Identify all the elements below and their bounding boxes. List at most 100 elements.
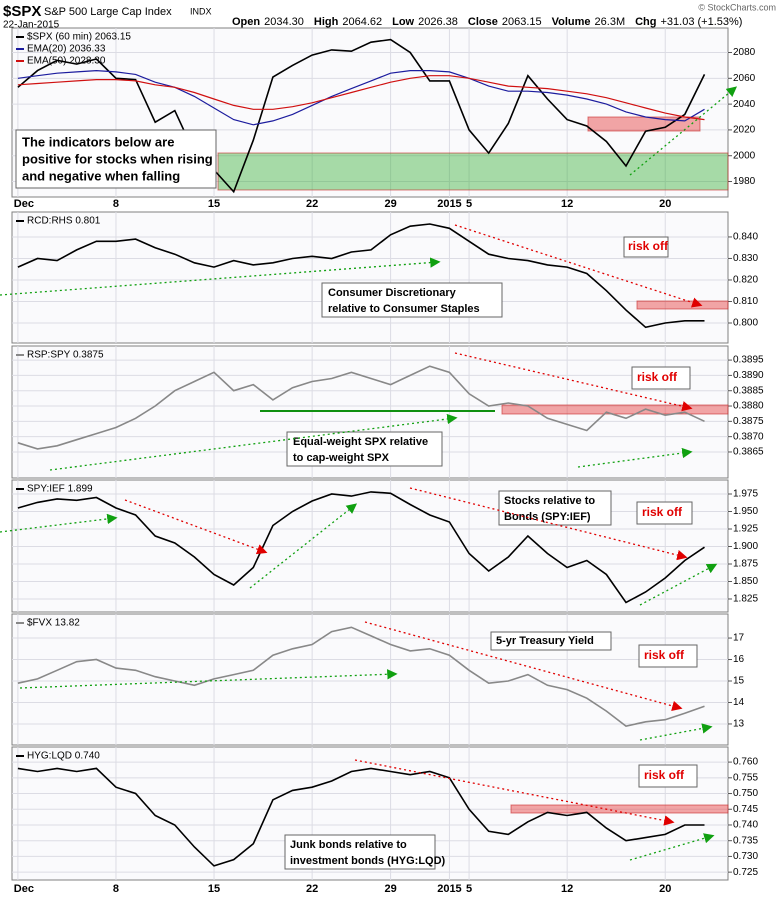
annotation: and negative when falling <box>22 168 180 183</box>
x-tick-label: 8 <box>113 883 119 895</box>
y-tick-label: 16 <box>733 654 745 665</box>
x-tick-label: 22 <box>306 198 318 210</box>
series-line <box>17 75 705 121</box>
annotation: Bonds (SPY:IEF) <box>504 511 591 523</box>
series-line <box>17 223 705 329</box>
y-tick-label: 14 <box>733 697 745 708</box>
y-tick-label: 1.825 <box>733 594 758 605</box>
annotation-box <box>498 490 612 526</box>
x-tick-label: 20 <box>659 198 671 210</box>
series-line <box>17 626 705 727</box>
x-tick-label: 5 <box>466 883 472 895</box>
annotation: investment bonds (HYG:LQD) <box>290 855 446 867</box>
y-tick-label: 1.850 <box>733 576 758 587</box>
y-tick-label: 0.730 <box>733 851 758 862</box>
annotation: risk off <box>644 768 685 782</box>
trend-arrow <box>639 723 713 741</box>
exchange: INDX <box>190 6 212 16</box>
legend-label: $SPX (60 min) 2063.15 <box>27 32 131 43</box>
y-tick-label: 0.3870 <box>733 431 764 442</box>
annotation: risk off <box>642 505 683 519</box>
y-tick-label: 0.755 <box>733 772 758 783</box>
annotation: to cap-weight SPX <box>293 452 390 464</box>
zone <box>510 804 729 814</box>
y-tick-label: 0.735 <box>733 835 758 846</box>
annotation-box <box>631 366 691 390</box>
zone <box>587 116 701 132</box>
trend-arrow <box>354 759 675 826</box>
y-tick-label: 1.950 <box>733 506 758 517</box>
x-tick-label: 15 <box>208 883 220 895</box>
annotation-box <box>286 431 443 467</box>
series-line <box>17 767 705 867</box>
annotation-box <box>284 834 436 870</box>
trend-arrow <box>0 513 118 533</box>
x-tick-label: 2015 <box>437 883 461 895</box>
annotation-box <box>623 236 669 258</box>
annotation-box <box>638 764 698 788</box>
annotation-box <box>321 282 503 318</box>
zone <box>501 404 729 415</box>
annotation-box <box>15 129 217 189</box>
y-tick-label: 2080 <box>733 47 756 58</box>
y-tick-label: 0.3895 <box>733 355 764 366</box>
y-tick-label: 0.840 <box>733 232 758 243</box>
annotation: Consumer Discretionary <box>328 287 457 299</box>
x-tick-label: 8 <box>113 198 119 210</box>
legend-label: RCD:RHS 0.801 <box>27 216 101 227</box>
y-tick-label: 0.810 <box>733 296 758 307</box>
trend-arrow <box>409 487 688 561</box>
y-tick-label: 13 <box>733 719 745 730</box>
trend-arrow <box>249 503 358 589</box>
y-tick-label: 0.3890 <box>733 370 764 381</box>
y-tick-label: 0.3880 <box>733 401 764 412</box>
annotation: Junk bonds relative to <box>290 839 407 851</box>
legend-label: RSP:SPY 0.3875 <box>27 350 104 361</box>
quote-value: 2034.30 <box>264 16 304 28</box>
annotation: risk off <box>644 648 685 662</box>
y-tick-label: 1.875 <box>733 559 758 570</box>
annotation: Equal-weight SPX relative <box>293 436 428 448</box>
legend-label: EMA(20) 2036.33 <box>27 44 106 55</box>
x-tick-label: Dec <box>14 198 34 210</box>
quote-value: 2063.15 <box>502 16 542 28</box>
trend-arrow <box>49 413 458 471</box>
trend-arrow <box>629 833 715 861</box>
y-tick-label: 0.830 <box>733 253 758 264</box>
y-tick-label: 1.925 <box>733 524 758 535</box>
y-tick-label: 2000 <box>733 150 756 161</box>
panel-frame <box>11 211 729 344</box>
y-tick-label: 0.3885 <box>733 385 764 396</box>
x-tick-label: 15 <box>208 198 220 210</box>
annotation: relative to Consumer Staples <box>328 303 480 315</box>
annotation: positive for stocks when rising <box>22 151 213 166</box>
quote-value: 2026.38 <box>418 16 458 28</box>
credit: © StockCharts.com <box>698 2 776 12</box>
quote-label: Chg <box>635 16 656 28</box>
quote-label: Close <box>468 16 498 28</box>
annotation: Stocks relative to <box>504 495 595 507</box>
y-tick-label: 0.800 <box>733 318 758 329</box>
legend-label: $FVX 13.82 <box>27 618 80 629</box>
quote-value: 26.3M <box>595 16 626 28</box>
date: 22-Jan-2015 <box>3 20 60 31</box>
y-tick-label: 0.745 <box>733 804 758 815</box>
series-line <box>17 491 705 604</box>
x-tick-label: 29 <box>384 883 396 895</box>
y-tick-label: 0.3865 <box>733 447 764 458</box>
x-tick-label: 2015 <box>437 198 461 210</box>
y-tick-label: 2060 <box>733 73 756 84</box>
annotation: risk off <box>628 239 669 253</box>
panel-frame <box>11 613 729 746</box>
y-tick-label: 1980 <box>733 176 756 187</box>
quote: Open 2034.30 High 2064.62 Low 2026.38 Close 206… <box>232 16 742 28</box>
annotation-box <box>490 631 612 651</box>
annotation: risk off <box>637 370 678 384</box>
y-tick-label: 0.3875 <box>733 416 764 427</box>
y-tick-label: 0.760 <box>733 757 758 768</box>
trend-arrow <box>577 447 693 468</box>
y-tick-label: 1.975 <box>733 489 758 500</box>
quote-label: Low <box>392 16 414 28</box>
